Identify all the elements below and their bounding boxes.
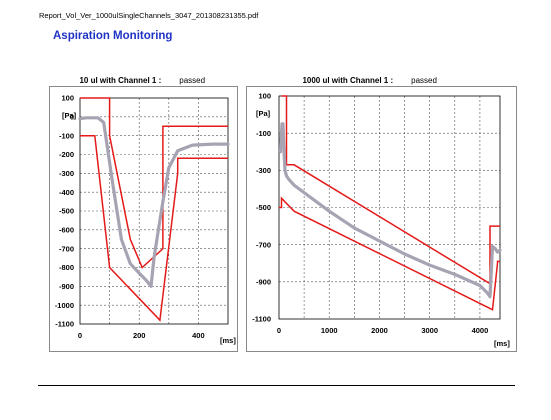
footer-rule [38, 385, 515, 386]
chart-2-xlabel: [ms] [494, 339, 510, 348]
chart-1-ytick-label: -300 [59, 169, 74, 178]
report-filename: Report_Vol_Ver_1000ulSingleChannels_3047… [39, 11, 259, 20]
chart-2-xtick-label: 4000 [472, 326, 489, 335]
chart-1-status: passed [179, 76, 206, 85]
chart-1-ytick-label: -500 [59, 207, 74, 216]
chart-1-panel [49, 86, 238, 352]
chart-2-ylabel: [Pa] [256, 109, 271, 118]
chart-1-ytick-label: -600 [59, 226, 74, 235]
chart-2-xtick-label: 3000 [421, 326, 438, 335]
section-heading: Aspiration Monitoring [53, 30, 173, 42]
chart-1-title-text: 10 ul with Channel 1 : [79, 76, 162, 85]
chart-2-title-text: 1000 ul with Channel 1 : [302, 76, 394, 85]
chart-1-ytick-label: -200 [59, 150, 74, 159]
chart-2-ytick-label: -700 [256, 240, 271, 249]
chart-1-measurement-line [78, 116, 230, 288]
chart-2-ytick-label: -300 [256, 166, 271, 175]
chart-2-ytick-label: -1100 [252, 315, 271, 324]
chart-2-measurement-line [278, 122, 502, 299]
chart-2-xtick-label: 0 [277, 326, 281, 335]
chart-2-xtick-label: 1000 [321, 326, 338, 335]
chart-1-xtick-label: 400 [192, 331, 205, 340]
chart-1-xtick-label: 0 [78, 331, 82, 340]
chart-2-upper-limit-line [281, 95, 500, 286]
chart-1-title: 10 ul with Channel 1 : passed [75, 67, 205, 85]
chart-1-plot-frame [79, 97, 229, 325]
chart-2-ytick-label: 100 [258, 92, 271, 101]
chart-1-ytick-label: -900 [59, 282, 74, 291]
chart-1-xtick-label: 200 [133, 331, 146, 340]
chart-1-ytick-label: -400 [59, 188, 74, 197]
chart-1-xlabel: [ms] [220, 336, 236, 345]
chart-1-lower-limit-line [80, 134, 228, 322]
chart-2-panel [246, 86, 517, 352]
chart-2-ytick-label: -500 [256, 203, 271, 212]
chart-1-ytick-label: -1000 [55, 301, 74, 310]
chart-2-xtick-label: 2000 [371, 326, 388, 335]
chart-2-ytick-label: -100 [256, 129, 271, 138]
chart-1-ytick-label: -1100 [55, 320, 74, 329]
chart-2-ytick-label: -900 [256, 278, 271, 287]
chart-1-ytick-label: 100 [61, 94, 74, 103]
chart-1-ytick-label: 0 [70, 113, 74, 122]
chart-1-ytick-label: -800 [59, 263, 74, 272]
chart-1-ytick-label: -700 [59, 244, 74, 253]
chart-1-upper-limit-line [80, 97, 228, 269]
chart-2-title: 1000 ul with Channel 1 : passed [298, 67, 437, 85]
chart-2-status: passed [411, 76, 437, 85]
chart-1-ytick-label: -100 [59, 131, 74, 140]
chart-1-ylabel: [Pa] [62, 111, 77, 120]
chart-2-lower-limit-line [279, 196, 500, 311]
